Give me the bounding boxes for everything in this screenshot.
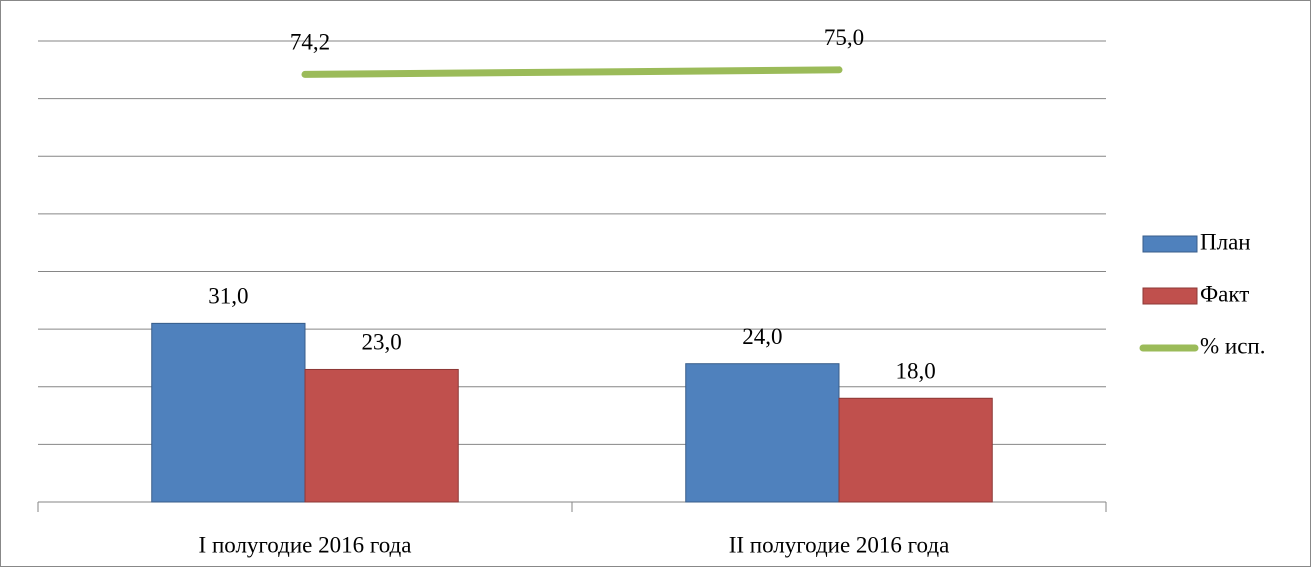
bar <box>685 363 840 503</box>
data-label: 23,0 <box>362 330 402 355</box>
legend-label: % исп. <box>1200 333 1266 358</box>
x-tick-label: II полугодие 2016 года <box>729 532 950 557</box>
bar <box>838 397 993 503</box>
legend-swatch <box>1142 287 1198 305</box>
line <box>301 66 843 78</box>
data-label: 18,0 <box>896 359 936 384</box>
x-tick-label: I полугодие 2016 года <box>199 532 412 557</box>
data-label: 75,0 <box>824 25 864 50</box>
bar <box>304 368 459 503</box>
data-label: 31,0 <box>208 284 248 309</box>
legend-label: Факт <box>1200 281 1249 306</box>
legend-swatch <box>1142 235 1198 253</box>
data-label: 74,2 <box>290 30 330 55</box>
data-label: 24,0 <box>742 324 782 349</box>
bar <box>151 322 306 503</box>
legend-label: План <box>1200 229 1251 254</box>
